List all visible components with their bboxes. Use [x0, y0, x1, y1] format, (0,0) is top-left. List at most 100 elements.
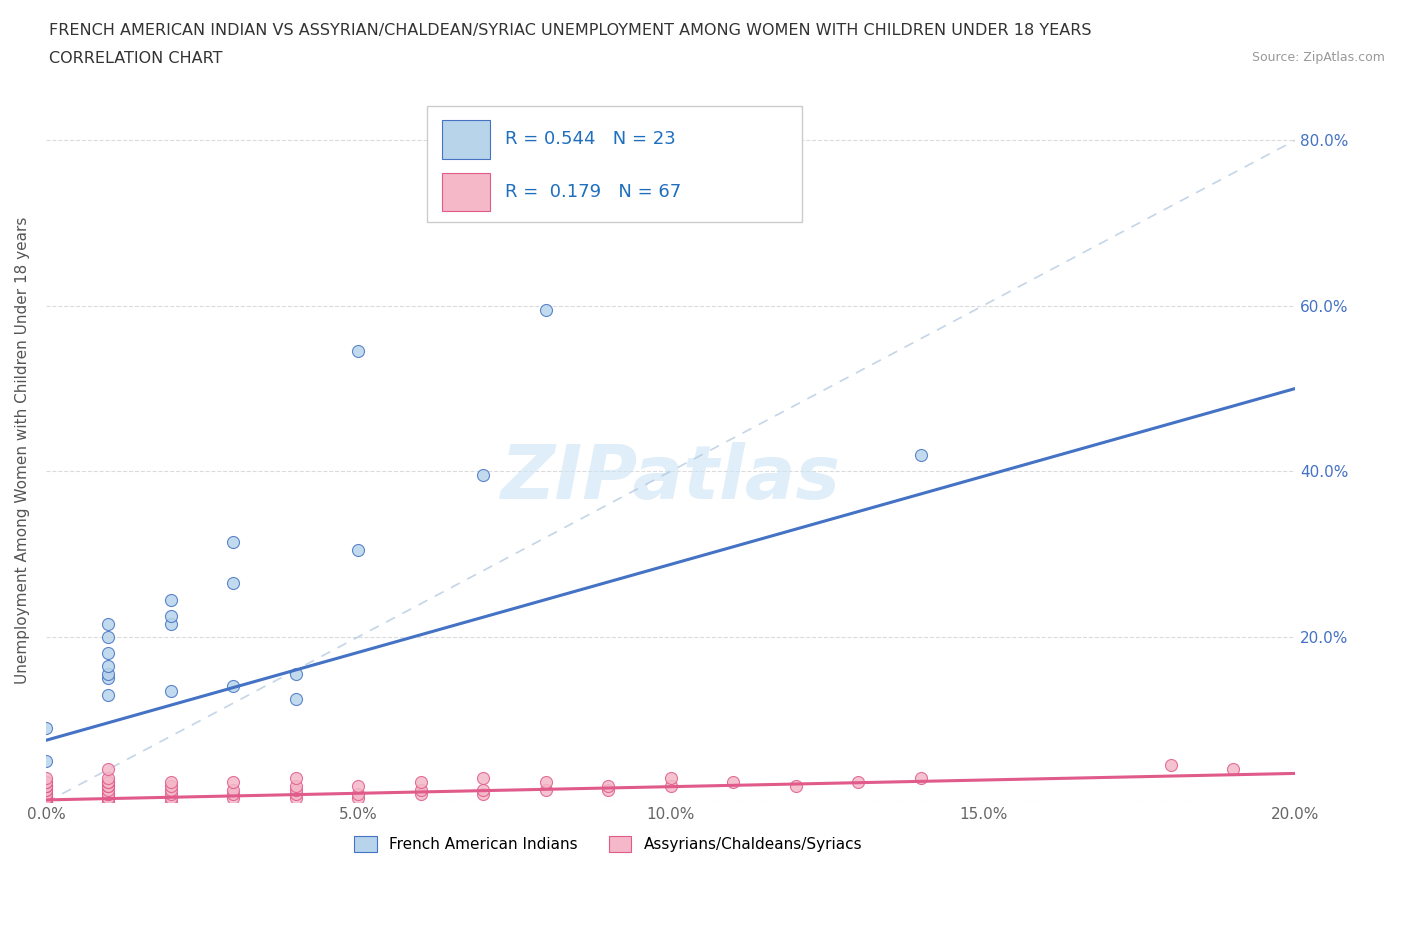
Text: ZIPatlas: ZIPatlas: [501, 442, 841, 515]
Point: [409, 775, 432, 790]
Point: [97, 775, 120, 790]
Point: [35, 782, 58, 797]
Point: [472, 468, 495, 483]
Point: [846, 775, 869, 790]
Point: [97, 795, 120, 810]
Point: [35, 790, 58, 805]
Point: [97, 671, 120, 685]
Point: [284, 770, 307, 785]
Point: [97, 646, 120, 661]
Point: [347, 790, 370, 805]
Point: [1160, 758, 1182, 773]
Point: [598, 782, 620, 797]
Text: R = 0.544   N = 23: R = 0.544 N = 23: [505, 130, 675, 148]
Point: [160, 787, 183, 802]
Point: [222, 787, 245, 802]
Point: [534, 775, 557, 790]
Point: [35, 778, 58, 793]
Point: [785, 778, 807, 793]
Point: [35, 795, 58, 810]
Point: [284, 790, 307, 805]
Point: [284, 787, 307, 802]
Point: [284, 667, 307, 682]
Point: [35, 795, 58, 810]
Point: [160, 795, 183, 810]
Point: [35, 790, 58, 805]
Point: [35, 775, 58, 790]
Point: [472, 787, 495, 802]
Text: R =  0.179   N = 67: R = 0.179 N = 67: [505, 183, 681, 201]
Point: [222, 576, 245, 591]
Point: [160, 608, 183, 623]
Point: [97, 782, 120, 797]
Point: [409, 782, 432, 797]
FancyBboxPatch shape: [427, 106, 801, 222]
Point: [910, 447, 932, 462]
Point: [35, 775, 58, 790]
Point: [97, 667, 120, 682]
Point: [659, 770, 682, 785]
Point: [97, 778, 120, 793]
Point: [160, 782, 183, 797]
Point: [347, 542, 370, 557]
Point: [97, 658, 120, 673]
Point: [721, 775, 744, 790]
Point: [97, 762, 120, 777]
Point: [472, 782, 495, 797]
Point: [35, 782, 58, 797]
Point: [534, 782, 557, 797]
FancyBboxPatch shape: [441, 173, 489, 211]
Point: [409, 787, 432, 802]
Point: [222, 790, 245, 805]
Point: [35, 795, 58, 810]
Point: [97, 787, 120, 802]
Point: [284, 692, 307, 707]
Point: [534, 302, 557, 317]
Text: FRENCH AMERICAN INDIAN VS ASSYRIAN/CHALDEAN/SYRIAC UNEMPLOYMENT AMONG WOMEN WITH: FRENCH AMERICAN INDIAN VS ASSYRIAN/CHALD…: [49, 23, 1091, 38]
Point: [97, 630, 120, 644]
Point: [659, 778, 682, 793]
Legend: French American Indians, Assyrians/Chaldeans/Syriacs: French American Indians, Assyrians/Chald…: [349, 830, 869, 858]
Point: [160, 790, 183, 805]
Point: [97, 775, 120, 790]
Point: [35, 787, 58, 802]
Point: [97, 790, 120, 805]
Point: [35, 787, 58, 802]
Point: [97, 617, 120, 631]
Point: [35, 778, 58, 793]
Point: [97, 770, 120, 785]
Point: [347, 778, 370, 793]
Point: [222, 679, 245, 694]
Point: [347, 344, 370, 359]
Point: [160, 684, 183, 698]
Point: [472, 770, 495, 785]
Point: [160, 775, 183, 790]
Text: CORRELATION CHART: CORRELATION CHART: [49, 51, 222, 66]
Point: [222, 534, 245, 549]
Point: [35, 721, 58, 736]
Point: [35, 787, 58, 802]
Point: [35, 795, 58, 810]
FancyBboxPatch shape: [441, 120, 489, 158]
Point: [160, 778, 183, 793]
Point: [222, 775, 245, 790]
Point: [97, 778, 120, 793]
Y-axis label: Unemployment Among Women with Children Under 18 years: Unemployment Among Women with Children U…: [15, 217, 30, 684]
Point: [35, 778, 58, 793]
Point: [910, 770, 932, 785]
Point: [35, 790, 58, 805]
Point: [1222, 762, 1244, 777]
Point: [347, 787, 370, 802]
Text: Source: ZipAtlas.com: Source: ZipAtlas.com: [1251, 51, 1385, 64]
Point: [97, 687, 120, 702]
Point: [35, 753, 58, 768]
Point: [160, 617, 183, 631]
Point: [97, 795, 120, 810]
Point: [284, 778, 307, 793]
Point: [97, 787, 120, 802]
Point: [222, 782, 245, 797]
Point: [160, 592, 183, 607]
Point: [35, 770, 58, 785]
Point: [35, 795, 58, 810]
Point: [598, 778, 620, 793]
